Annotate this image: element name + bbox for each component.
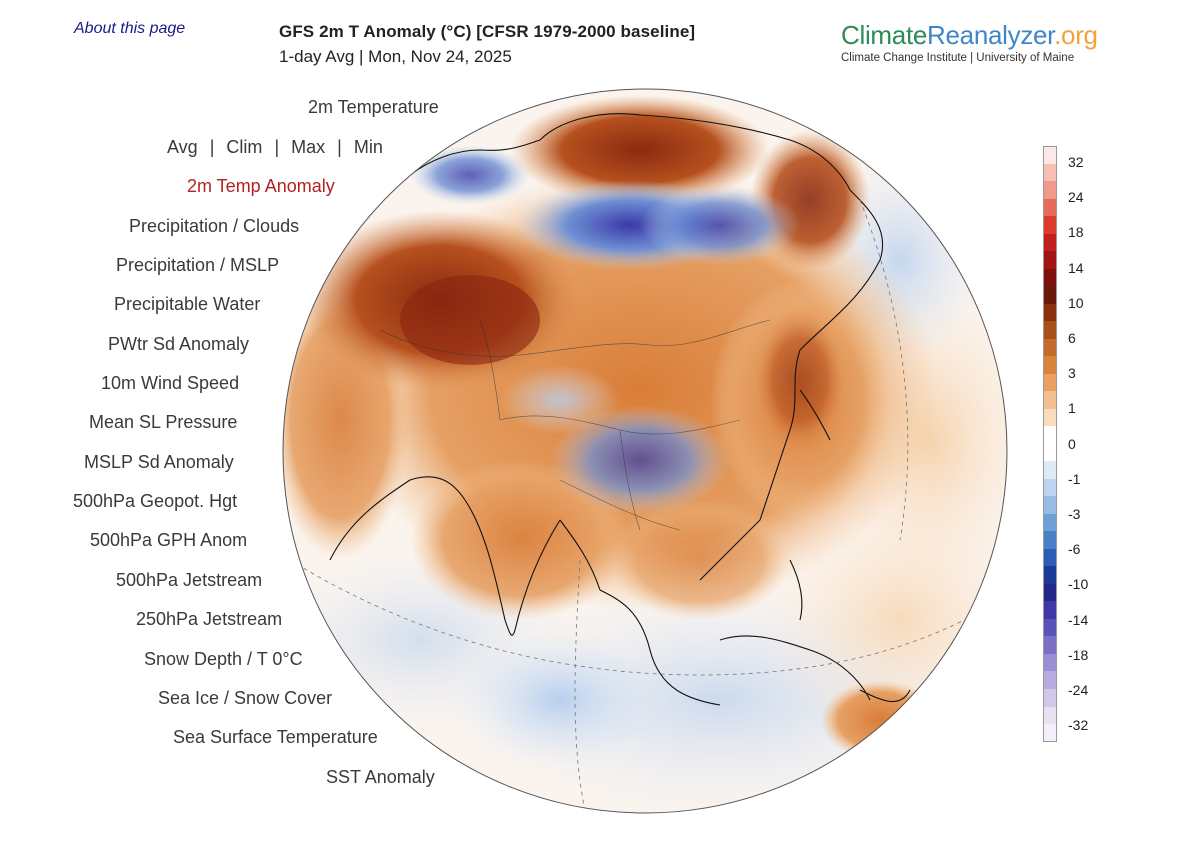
color-scale-label: 1 [1068,400,1076,417]
country-borders [379,319,771,531]
color-scale-cell [1043,163,1057,182]
color-scale-label: -32 [1068,717,1089,734]
stat-min-link[interactable]: Min [353,137,383,157]
brand-tagline: Climate Change Institute | University of… [841,52,1075,64]
stat-separator: | [337,137,342,157]
color-scale-cell [1043,653,1057,672]
menu-2m-temp-anomaly[interactable]: 2m Temp Anomaly [187,176,335,196]
menu-500hpa-jetstream[interactable]: 500hPa Jetstream [116,570,263,590]
color-scale-cell [1043,321,1057,339]
color-scale-bar [1043,146,1057,742]
map-title-block: GFS 2m T Anomaly (°C) [CFSR 1979-2000 ba… [279,22,695,67]
color-scale-cell [1043,478,1057,497]
coastlines [329,113,911,706]
color-scale-label: -6 [1068,541,1081,558]
menu-2m-temperature[interactable]: 2m Temperature [308,97,439,117]
color-scale-cell [1043,531,1057,549]
color-scale-cell [1043,356,1057,374]
menu-precip-clouds[interactable]: Precipitation / Clouds [129,216,300,236]
stat-avg-link[interactable]: Avg [167,137,198,157]
menu-250hpa-jetstream[interactable]: 250hPa Jetstream [136,609,283,629]
menu-mslp-sd-anomaly[interactable]: MSLP Sd Anomaly [84,452,234,472]
color-scale-cell [1043,688,1057,707]
color-scale-label: -14 [1068,611,1089,628]
color-scale-cell [1043,583,1057,602]
color-scale-cell [1043,303,1057,322]
brand-name: ClimateReanalyzer.org [841,20,1098,50]
color-scale-label: -24 [1068,682,1089,698]
color-scale-cell [1043,513,1057,532]
color-scale-label: 14 [1068,259,1084,276]
color-scale-cell [1043,198,1057,217]
color-scale-cell [1043,566,1057,584]
color-scale-label: -18 [1068,646,1089,663]
color-scale-cell [1043,338,1057,357]
color-scale-cell [1043,618,1057,637]
color-scale-label: 32 [1068,154,1084,170]
color-scale-cell [1043,706,1057,725]
color-scale-label: 24 [1068,189,1084,206]
color-scale-cell [1043,391,1057,409]
color-scale-cell [1043,251,1057,269]
color-scale-label: 18 [1068,224,1084,241]
menu-sea-surface-temperature[interactable]: Sea Surface Temperature [173,727,378,747]
color-scale-cell [1043,496,1057,514]
color-scale-cell [1043,216,1057,234]
stat-max-link[interactable]: Max [291,137,326,157]
menu-precipitable-water[interactable]: Precipitable Water [114,294,261,314]
menu-mean-sl-pressure[interactable]: Mean SL Pressure [89,412,238,432]
color-scale-cell [1043,286,1057,304]
menu-sst-anomaly[interactable]: SST Anomaly [326,767,435,787]
color-scale-cell [1043,461,1057,479]
stat-separator: | [209,137,215,157]
color-scale-cell [1043,601,1057,619]
stat-clim-link[interactable]: Clim [226,137,263,157]
color-scale-cell [1043,268,1057,287]
color-scale-cell [1043,724,1057,742]
menu-10m-wind-speed[interactable]: 10m Wind Speed [101,373,240,393]
brand-logo[interactable]: ClimateReanalyzer.org Climate Change Ins… [841,20,1098,64]
menu-500hpa-gph-anom[interactable]: 500hPa GPH Anom [90,530,248,550]
color-scale-cell [1043,426,1057,444]
map-subtitle: 1-day Avg | Mon, Nov 24, 2025 [279,47,512,66]
color-scale-label: 6 [1068,330,1076,346]
menu-pwtr-sd-anomaly[interactable]: PWtr Sd Anomaly [108,334,250,354]
color-scale-label: -3 [1068,506,1081,522]
menu-precip-mslp[interactable]: Precipitation / MSLP [116,255,280,275]
color-scale-label: 3 [1068,365,1076,382]
color-scale-cell [1043,233,1057,252]
color-scale-cell [1043,373,1057,392]
color-scale-cell [1043,408,1057,427]
menu-500hpa-geopot-hgt[interactable]: 500hPa Geopot. Hgt [73,491,238,511]
globe-outline [282,88,1008,814]
menu-stat-selector: Avg | Clim | Max | Min [167,137,383,158]
anomaly-field [283,89,1007,813]
menu-snow-depth[interactable]: Snow Depth / T 0°C [144,649,303,669]
color-scale-cell [1043,548,1057,567]
color-scale-label: 10 [1068,294,1084,311]
color-scale-cell [1043,443,1057,462]
color-scale-cell [1043,671,1057,689]
stat-separator: | [274,137,280,157]
color-scale-label: -10 [1068,576,1089,593]
color-scale-cell [1043,636,1057,654]
about-this-page-link[interactable]: About this page [74,20,186,37]
color-scale-label: 0 [1068,435,1076,452]
menu-sea-ice-snow-cover[interactable]: Sea Ice / Snow Cover [158,688,333,708]
color-scale-label: -1 [1068,470,1081,487]
color-scale-cell [1043,181,1057,199]
color-scale-cell [1043,146,1057,164]
map-title: GFS 2m T Anomaly (°C) [CFSR 1979-2000 ba… [279,22,696,41]
